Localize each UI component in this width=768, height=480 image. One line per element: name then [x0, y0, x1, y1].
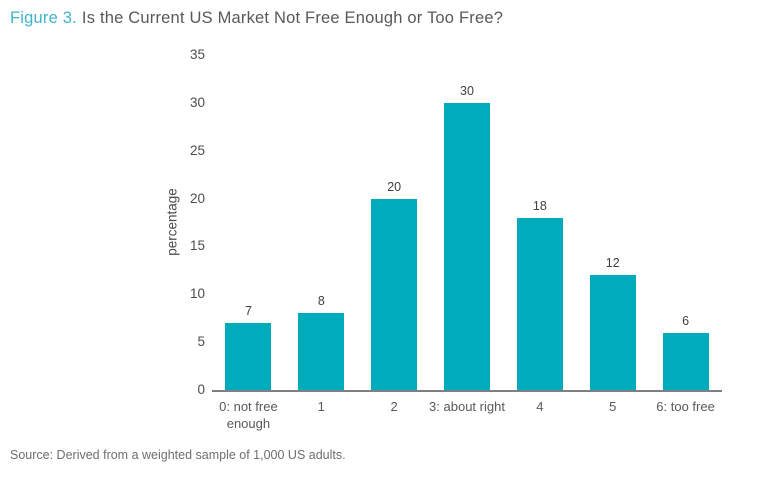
bar	[225, 323, 272, 390]
bar-value-label: 30	[460, 84, 474, 98]
plot-area: 7 0: not free enough 8 1 20 2 30 3: about right…	[212, 55, 722, 431]
x-axis-label: 1	[317, 399, 325, 414]
y-axis-tick-labels: 0 5 10 15 20 25 30 35	[150, 0, 205, 480]
bar	[444, 103, 490, 390]
bar-slot: 18 4	[503, 55, 576, 414]
bar	[371, 199, 418, 390]
x-axis-label: 4	[536, 399, 544, 414]
bar-slot: 30 3: about right	[429, 55, 505, 414]
bar-slot: 7 0: not free enough	[212, 55, 285, 431]
y-tick-label: 30	[189, 94, 205, 110]
bar	[589, 275, 636, 390]
x-axis-label: 0: not free enough	[219, 399, 278, 431]
x-axis-label: 2	[390, 399, 398, 414]
bar-value-label: 7	[244, 304, 252, 318]
x-axis-label: 6: too free	[656, 399, 715, 414]
bar	[298, 313, 345, 390]
bar	[516, 218, 563, 390]
bar-slot: 20 2	[358, 55, 431, 414]
y-tick-label: 0	[197, 382, 205, 397]
x-axis-label: 5	[609, 399, 617, 414]
figure-title-text: Is the Current US Market Not Free Enough…	[81, 9, 504, 27]
bar-value-label: 12	[605, 256, 620, 270]
x-axis-label: 3: about right	[429, 399, 505, 414]
y-tick-label: 10	[189, 286, 205, 302]
y-tick-label: 15	[189, 238, 205, 254]
figure-number-label: Figure 3.	[10, 9, 77, 27]
bar-value-label: 8	[317, 294, 325, 308]
source-note: Source: Derived from a weighted sample o…	[10, 448, 346, 462]
bar	[662, 333, 709, 390]
bar-value-label: 18	[532, 199, 547, 213]
y-tick-label: 20	[189, 190, 205, 206]
bar-slot: 12 5	[576, 55, 649, 414]
bar-slot: 6 6: too free	[649, 55, 722, 414]
y-tick-label: 5	[197, 334, 205, 350]
bar-value-label: 20	[387, 180, 402, 194]
bar-value-label: 6	[682, 314, 690, 328]
figure-title: Figure 3. Is the Current US Market Not Fr…	[10, 9, 503, 28]
y-tick-label: 25	[189, 142, 205, 158]
y-tick-label: 35	[189, 47, 205, 62]
